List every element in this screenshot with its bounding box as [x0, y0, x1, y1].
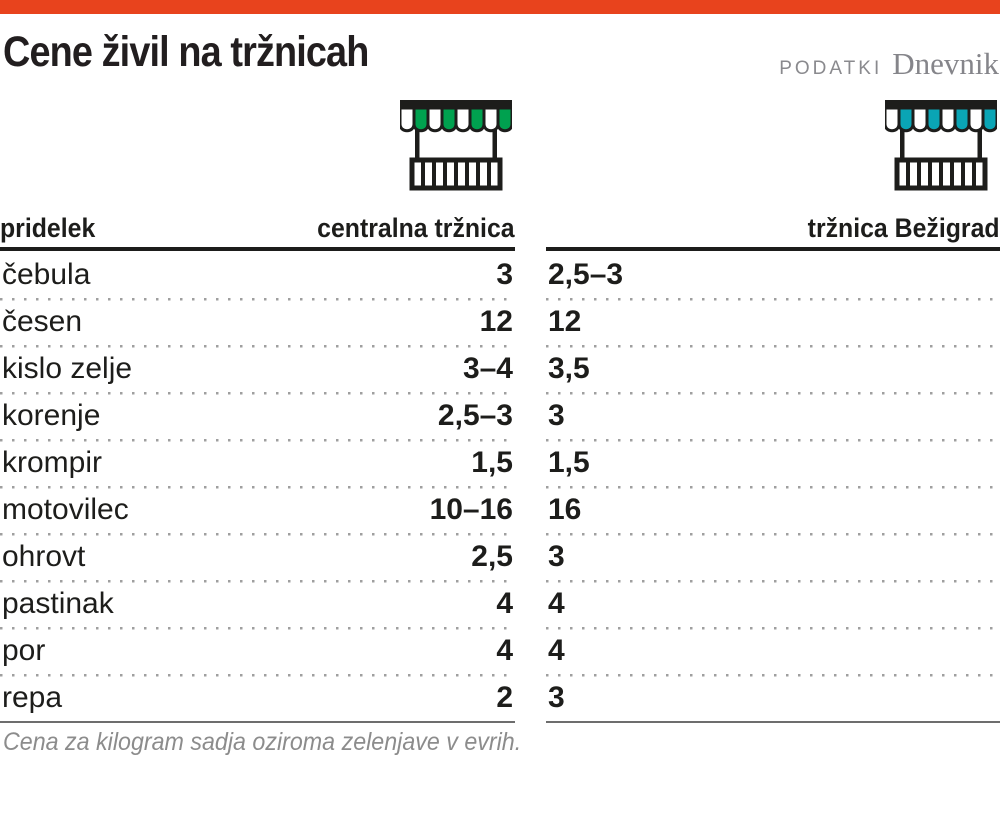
price-value: 4	[496, 633, 513, 667]
table-row: krompir 1,5	[0, 439, 515, 486]
price-value: 3	[548, 680, 565, 714]
product-name: korenje	[2, 398, 101, 432]
table-central-market: pridelek centralna tržnica čebula 3 česen 1…	[0, 210, 515, 723]
source-attribution: PODATKI Dnevnik	[779, 46, 999, 82]
price-value: 2,5	[471, 539, 513, 573]
product-name: kislo zelje	[2, 351, 133, 385]
table-row: por 4	[0, 627, 515, 674]
source-brand-logo: Dnevnik	[892, 46, 999, 81]
table-row: 1,5	[546, 439, 1000, 486]
price-value: 3	[548, 539, 565, 573]
product-name: čebula	[2, 257, 91, 291]
price-value: 16	[548, 492, 582, 526]
table-body-bezigrad: 2,5–3 12 3,5 3 1,5 16 3 4 4 3	[546, 251, 1000, 723]
price-value: 2	[496, 680, 513, 714]
table-row: 12	[546, 298, 1000, 345]
column-header-central-market: centralna tržnica	[317, 213, 515, 243]
price-value: 3–4	[462, 351, 513, 385]
product-name: česen	[2, 304, 83, 338]
table-bezigrad-market: tržnica Bežigrad 2,5–3 12 3,5 3 1,5 16 3 4 4 3	[546, 210, 1000, 723]
table-row: 3	[546, 674, 1000, 721]
table-row: repa 2	[0, 674, 515, 721]
table-header-bezigrad: tržnica Bežigrad	[546, 210, 1000, 251]
product-name: ohrovt	[2, 539, 86, 573]
table-body-central: čebula 3 česen 12 kislo zelje 3–4 korenje 2,5–3…	[0, 251, 515, 723]
price-value: 3	[548, 398, 565, 432]
table-row: motovilec 10–16	[0, 486, 515, 533]
table-row: česen 12	[0, 298, 515, 345]
price-value: 4	[548, 633, 565, 667]
table-row: 3	[546, 533, 1000, 580]
price-tables: pridelek centralna tržnica čebula 3 česen 1…	[0, 210, 1000, 723]
price-value: 2,5–3	[548, 257, 624, 291]
table-header-central: pridelek centralna tržnica	[0, 210, 515, 251]
price-value: 12	[479, 304, 513, 338]
product-name: motovilec	[2, 492, 129, 526]
table-row: pastinak 4	[0, 580, 515, 627]
table-row: kislo zelje 3–4	[0, 345, 515, 392]
product-name: repa	[2, 680, 63, 714]
market-stall-icon-bezigrad	[883, 100, 999, 192]
source-label: PODATKI	[779, 58, 883, 79]
price-value: 10–16	[429, 492, 513, 526]
price-value: 4	[548, 586, 565, 620]
price-value: 3,5	[548, 351, 590, 385]
table-row: 16	[546, 486, 1000, 533]
table-row: 3	[546, 392, 1000, 439]
column-header-bezigrad-market: tržnica Bežigrad	[808, 213, 1000, 243]
product-name: pastinak	[2, 586, 114, 620]
column-header-product: pridelek	[0, 213, 96, 243]
table-row: 4	[546, 627, 1000, 674]
table-row: ohrovt 2,5	[0, 533, 515, 580]
table-row: korenje 2,5–3	[0, 392, 515, 439]
price-value: 1,5	[471, 445, 513, 479]
product-name: krompir	[2, 445, 103, 479]
page-title: Cene živil na tržnicah	[3, 28, 369, 76]
table-row: 3,5	[546, 345, 1000, 392]
price-value: 4	[496, 586, 513, 620]
price-value: 2,5–3	[437, 398, 513, 432]
product-name: por	[2, 633, 46, 667]
table-row: čebula 3	[0, 251, 515, 298]
top-accent-bar	[0, 0, 1000, 14]
price-value: 12	[548, 304, 582, 338]
table-row: 4	[546, 580, 1000, 627]
market-stall-icon-central	[398, 100, 514, 192]
price-value: 3	[496, 257, 513, 291]
price-value: 1,5	[548, 445, 590, 479]
footnote: Cena za kilogram sadja oziroma zelenjave…	[3, 728, 522, 756]
table-row: 2,5–3	[546, 251, 1000, 298]
